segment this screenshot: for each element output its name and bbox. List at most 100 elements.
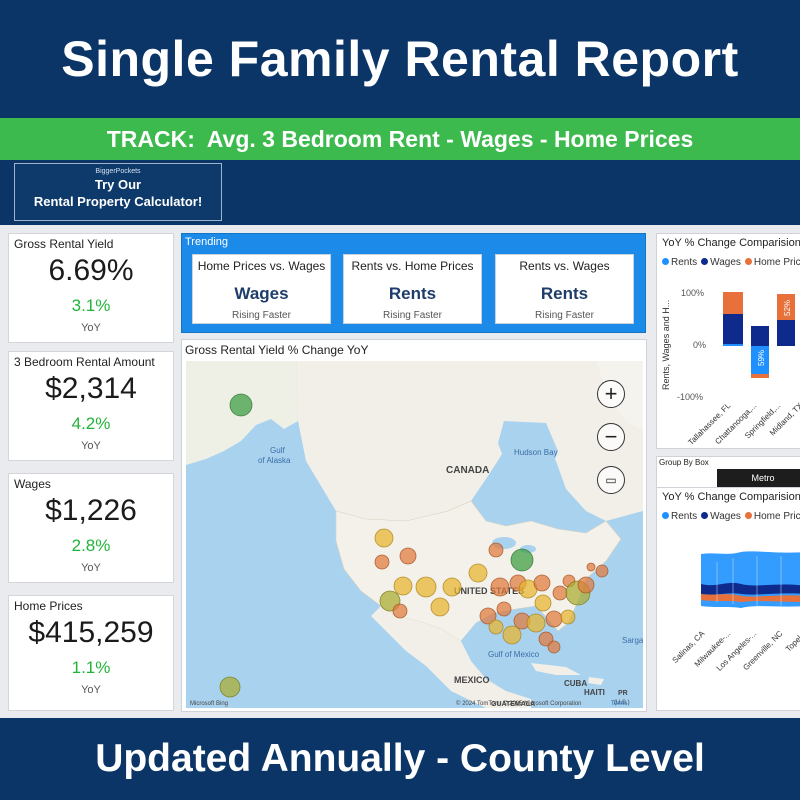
kpi-value: $415,259 bbox=[28, 616, 154, 649]
label-canada: CANADA bbox=[446, 465, 489, 476]
trending-title: Trending bbox=[185, 236, 229, 248]
map-bubble[interactable] bbox=[229, 393, 253, 417]
trend-card-heading: Rents vs. Home Prices bbox=[351, 259, 474, 273]
kpi-period: YoY bbox=[81, 562, 101, 574]
hudson-bay bbox=[498, 421, 558, 483]
gridline bbox=[716, 556, 782, 606]
kpi-title: 3 Bedroom Rental Amount bbox=[14, 355, 155, 369]
yoy-tick: -100% bbox=[677, 392, 703, 402]
map-bubble[interactable] bbox=[586, 562, 596, 572]
map-bubble[interactable] bbox=[490, 577, 510, 597]
map-bubble[interactable] bbox=[374, 528, 394, 548]
landmass-haiti bbox=[588, 677, 604, 685]
map-bubble[interactable] bbox=[534, 594, 552, 612]
label-cuba: CUBA bbox=[564, 679, 587, 688]
map-bubble[interactable] bbox=[595, 564, 609, 578]
map-bubble[interactable] bbox=[545, 610, 563, 628]
landmass-mexico bbox=[371, 606, 531, 708]
calculator-line1: Try Our bbox=[94, 177, 142, 192]
map-bubble[interactable] bbox=[442, 577, 462, 597]
trend-card-caption: Rising Faster bbox=[232, 310, 291, 321]
map-bubble[interactable] bbox=[393, 576, 413, 596]
map-bubble[interactable] bbox=[552, 585, 568, 601]
bar-wages[interactable] bbox=[751, 326, 769, 346]
map-bubble[interactable] bbox=[547, 640, 561, 654]
kpi-period: YoY bbox=[81, 440, 101, 452]
landmass-cuba bbox=[531, 663, 581, 675]
trend-card-home-prices-vs-wages: Home Prices vs. Wages Wages Rising Faste… bbox=[192, 254, 331, 324]
legend-wages: Wages bbox=[701, 257, 741, 268]
map-bubble[interactable] bbox=[430, 597, 450, 617]
map-bubble[interactable] bbox=[560, 609, 576, 625]
yoy-comparison-chart: YoY % Change Comparision Rents Wages Hom… bbox=[656, 233, 800, 449]
group-by-metro-button[interactable]: Metro bbox=[717, 469, 800, 487]
map-terms-link[interactable]: Terms bbox=[611, 701, 627, 707]
category-label: Topeka bbox=[784, 629, 800, 654]
map-bubble[interactable] bbox=[219, 676, 241, 698]
trend-card-heading: Home Prices vs. Wages bbox=[197, 259, 326, 273]
label-haiti: HAITI bbox=[584, 688, 605, 697]
map-bubble[interactable] bbox=[415, 576, 437, 598]
kpi-title: Home Prices bbox=[14, 599, 83, 613]
kpi-change: 2.8% bbox=[71, 536, 111, 555]
footer-banner: Updated Annually - County Level bbox=[0, 718, 800, 800]
bar-rents[interactable] bbox=[723, 344, 743, 346]
map-bubble[interactable] bbox=[479, 607, 497, 625]
map-bubble[interactable] bbox=[496, 601, 512, 617]
yoy-chart-2-legend: Rents Wages Home Price bbox=[657, 503, 800, 522]
map-bubble[interactable] bbox=[533, 574, 551, 592]
kpi-change: 4.2% bbox=[71, 414, 111, 433]
yoy-y-axis-label: Rents, Wages and H... bbox=[661, 300, 671, 390]
legend-home-price: Home Price bbox=[744, 511, 800, 522]
trend-card-winner: Rents bbox=[540, 284, 589, 303]
bar-home-price[interactable] bbox=[723, 292, 743, 314]
map-bubble[interactable] bbox=[502, 625, 522, 645]
legend-dot-icon bbox=[662, 258, 669, 265]
trending-panel: Trending Home Prices vs. Wages Wages Ris… bbox=[181, 233, 646, 333]
report-title: Single Family Rental Report bbox=[61, 31, 739, 87]
bubble-map[interactable]: CANADA UNITED STATES MEXICO CUBA HAITI P… bbox=[186, 361, 644, 708]
legend-dot-icon bbox=[662, 512, 669, 519]
trend-card-rents-vs-wages: Rents vs. Wages Rents Rising Faster bbox=[495, 254, 634, 324]
map-panel: Gross Rental Yield % Change YoY bbox=[181, 339, 647, 712]
zoom-out-icon[interactable]: − bbox=[597, 423, 625, 451]
kpi-period: YoY bbox=[81, 684, 101, 696]
kpi-home-prices: Home Prices $415,259 1.1% YoY bbox=[8, 595, 174, 711]
legend-wages: Wages bbox=[701, 511, 741, 522]
label-guatemala: GUATEMALA bbox=[491, 701, 535, 708]
bar-home-price[interactable] bbox=[777, 294, 795, 320]
bar-home-price[interactable] bbox=[751, 374, 769, 378]
zoom-in-icon[interactable]: + bbox=[597, 380, 625, 408]
legend-dot-icon bbox=[744, 512, 752, 519]
bar-wages[interactable] bbox=[723, 314, 743, 344]
group-by-title: Group By Box bbox=[659, 458, 709, 467]
area-rents[interactable] bbox=[701, 551, 800, 608]
map-bubble[interactable] bbox=[577, 576, 595, 594]
map-bubble[interactable] bbox=[488, 542, 504, 558]
map-bubble[interactable] bbox=[399, 547, 417, 565]
map-bubble[interactable] bbox=[392, 603, 408, 619]
label-gulf-of-alaska: of Alaska bbox=[258, 456, 291, 465]
kpi-period: YoY bbox=[81, 322, 101, 334]
map-bubble[interactable] bbox=[526, 613, 546, 633]
map-bubble[interactable] bbox=[374, 554, 390, 570]
legend-rents: Rents bbox=[662, 511, 697, 522]
map-bubble[interactable] bbox=[468, 563, 488, 583]
map-bubble[interactable] bbox=[510, 548, 534, 572]
report-title-banner: Single Family Rental Report bbox=[0, 0, 800, 118]
legend-rents: Rents bbox=[662, 257, 697, 268]
kpi-gross-rental-yield: Gross Rental Yield 6.69% 3.1% YoY bbox=[8, 233, 174, 343]
map-svg: CANADA UNITED STATES MEXICO CUBA HAITI P… bbox=[186, 361, 644, 708]
bar-rents[interactable] bbox=[751, 346, 769, 374]
label-united-states: UNITED STATES bbox=[454, 586, 524, 596]
biggerpockets-logo: BiggerPockets bbox=[95, 168, 141, 175]
bar-wages[interactable] bbox=[777, 320, 795, 346]
legend-dot-icon bbox=[744, 258, 752, 265]
area-wages[interactable] bbox=[701, 582, 800, 595]
rental-calculator-button[interactable]: BiggerPockets Try Our Rental Property Ca… bbox=[14, 163, 222, 221]
map-bubble[interactable] bbox=[488, 619, 504, 635]
select-region-icon[interactable]: ▭ bbox=[597, 466, 625, 494]
data-label: 52% bbox=[783, 300, 792, 316]
area-home-price[interactable] bbox=[701, 594, 800, 602]
kpi-value: $2,314 bbox=[45, 372, 137, 405]
